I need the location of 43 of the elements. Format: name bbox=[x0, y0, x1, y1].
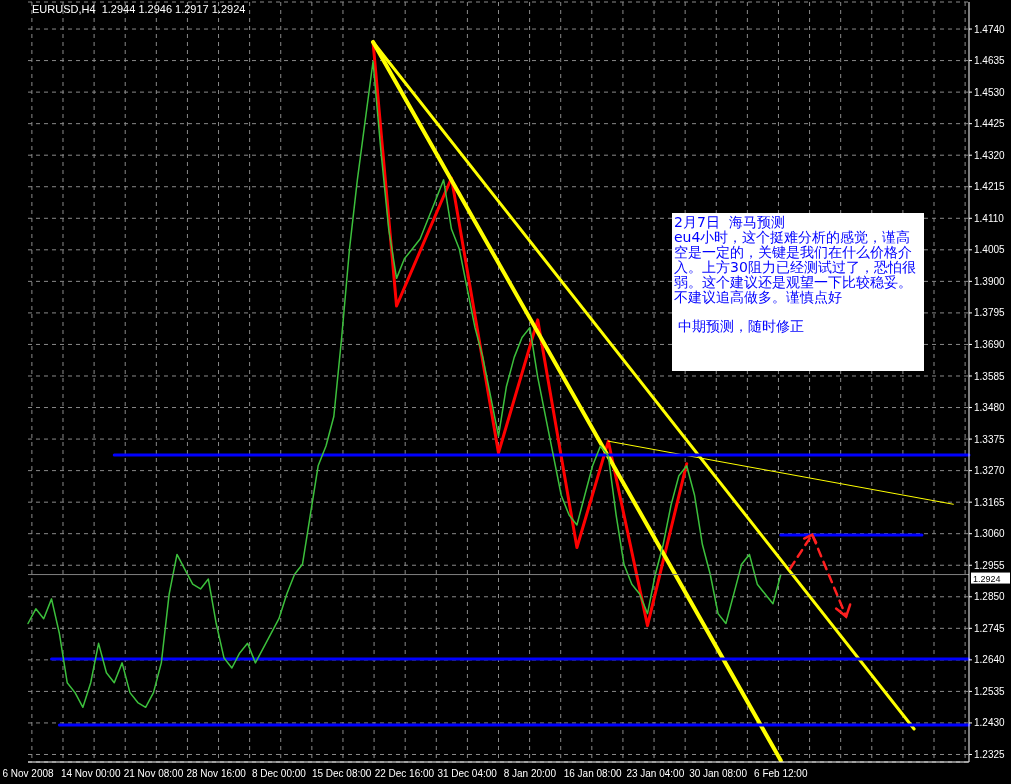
note-box: 2月7日 海马预测 eu4小时，这个挺难分析的感觉，谨高空是一定的，关键是我们在什么价格介入。上方30阻力已经测试过了，恐怕很弱。这个建议还是观望一下比较稳妥。不建议追高做多。谨慎点好 中期预测，随时修正 bbox=[672, 213, 924, 371]
x-tick-label: 22 Dec 16:00 bbox=[374, 768, 435, 780]
y-tick-label: 1.4425 bbox=[974, 118, 1006, 130]
annotation: 中期预测，随时修正 bbox=[677, 318, 805, 334]
y-tick-label: 1.4215 bbox=[974, 181, 1006, 193]
x-tick-label: 16 Jan 08:00 bbox=[563, 768, 622, 780]
x-tick-label: 6 Feb 12:00 bbox=[754, 768, 808, 780]
y-tick-label: 1.4005 bbox=[974, 244, 1006, 256]
x-tick-label: 15 Dec 08:00 bbox=[311, 768, 372, 780]
y-tick-label: 1.3900 bbox=[974, 275, 1006, 287]
y-tick-label: 1.3165 bbox=[974, 496, 1006, 508]
y-tick-label: 1.4530 bbox=[974, 86, 1006, 98]
y-tick-label: 1.4635 bbox=[974, 55, 1006, 67]
y-tick-label: 1.2430 bbox=[974, 717, 1006, 729]
chart-title: EURUSD,H4 1.2944 1.2946 1.2917 1.2924 bbox=[32, 3, 246, 15]
y-tick-label: 1.4110 bbox=[974, 212, 1005, 224]
y-tick-label: 1.2955 bbox=[974, 559, 1006, 571]
y-tick-label: 1.3795 bbox=[974, 307, 1006, 319]
y-tick-label: 1.4740 bbox=[974, 23, 1006, 35]
x-tick-label: 21 Nov 08:00 bbox=[123, 768, 184, 780]
y-tick-label: 1.2640 bbox=[974, 654, 1006, 666]
y-tick-label: 1.2535 bbox=[974, 685, 1006, 697]
annotation: eu4小时，这个挺难分析的感觉，谨高空是一定的，关键是我们在什么价格介入。上方30阻力已经测试过了，恐怕很弱。这个建议还是观望一下比较稳妥。不建议追高做多。谨慎点好 bbox=[674, 229, 917, 305]
x-tick-label: 31 Dec 04:00 bbox=[437, 768, 498, 780]
x-tick-label: 14 Nov 00:00 bbox=[60, 768, 121, 780]
y-tick-label: 1.2850 bbox=[974, 591, 1006, 603]
y-tick-label: 1.2325 bbox=[974, 749, 1006, 761]
annotation: 2月7日 海马预测 bbox=[674, 214, 786, 230]
y-tick-label: 1.3375 bbox=[974, 433, 1006, 445]
y-tick-label: 1.3060 bbox=[974, 528, 1006, 540]
x-tick-label: 8 Jan 20:00 bbox=[503, 768, 557, 780]
x-tick-label: 30 Jan 08:00 bbox=[689, 768, 748, 780]
y-tick-label: 1.2745 bbox=[974, 622, 1006, 634]
ref-line-label: 1.2924 bbox=[973, 573, 1001, 584]
y-tick-label: 1.3270 bbox=[974, 465, 1006, 477]
x-tick-label: 8 Dec 00:00 bbox=[251, 768, 307, 780]
y-tick-label: 1.3690 bbox=[974, 339, 1006, 350]
y-tick-label: 1.4320 bbox=[974, 149, 1006, 161]
y-tick-label: 1.3585 bbox=[974, 370, 1006, 382]
x-tick-label: 28 Nov 16:00 bbox=[186, 768, 247, 780]
x-tick-label: 23 Jan 04:00 bbox=[626, 768, 685, 780]
y-tick-label: 1.3480 bbox=[974, 402, 1006, 414]
x-tick-label: 6 Nov 2008 bbox=[2, 768, 55, 780]
